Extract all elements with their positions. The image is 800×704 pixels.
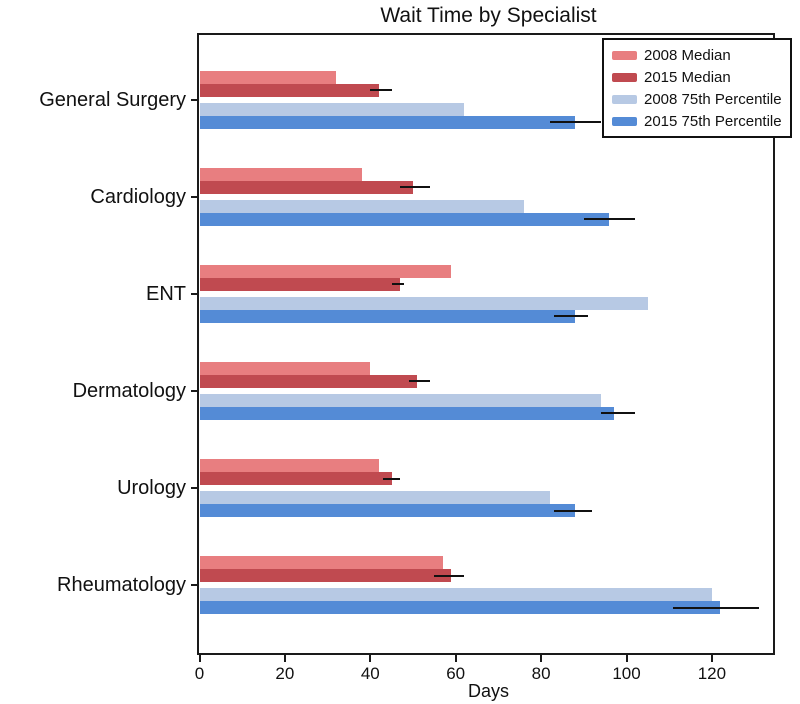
bar-2008-median xyxy=(199,361,371,375)
x-tick-mark xyxy=(710,655,713,662)
x-tick-label: 80 xyxy=(531,664,551,683)
y-category-label: Rheumatology xyxy=(57,574,186,597)
error-bar xyxy=(408,380,431,383)
bar-2015-median xyxy=(199,374,418,388)
x-axis-label: Days xyxy=(467,681,509,701)
bar-2015-median xyxy=(199,569,452,583)
x-tick-label: 40 xyxy=(360,664,380,683)
error-bar xyxy=(553,315,589,318)
y-category-label: General Surgery xyxy=(39,88,186,111)
error-bar xyxy=(434,574,465,577)
x-tick-mark xyxy=(369,655,372,662)
legend-row: 2015 75th Percentile xyxy=(612,110,784,132)
x-tick-mark xyxy=(625,655,628,662)
legend-swatch-icon xyxy=(612,94,637,104)
error-bar xyxy=(553,509,593,512)
y-category-label: Cardiology xyxy=(90,185,186,208)
legend-label: 2015 Median xyxy=(644,68,731,86)
bar-2008-75th-percentile xyxy=(199,102,465,116)
y-tick-mark xyxy=(191,195,197,198)
chart-title: Wait Time by Specialist xyxy=(380,4,597,27)
bar-2015-75th-percentile xyxy=(199,504,576,518)
error-bar xyxy=(600,412,636,415)
y-tick-mark xyxy=(191,98,197,101)
bar-2008-median xyxy=(199,264,452,278)
x-tick-label: 120 xyxy=(697,664,727,683)
legend-label: 2015 75th Percentile xyxy=(644,112,782,130)
error-bar xyxy=(583,218,636,221)
bar-2015-median xyxy=(199,180,413,194)
x-tick-label: 60 xyxy=(446,664,466,683)
legend-swatch-icon xyxy=(612,50,637,60)
y-tick-mark xyxy=(191,487,197,490)
bar-2008-75th-percentile xyxy=(199,296,648,310)
y-tick-mark xyxy=(191,584,197,587)
y-tick-mark xyxy=(191,389,197,392)
bar-2008-median xyxy=(199,556,443,570)
error-bar xyxy=(383,477,401,480)
bar-2015-median xyxy=(199,83,379,97)
x-tick-mark xyxy=(283,655,286,662)
legend-label: 2008 75th Percentile xyxy=(644,90,782,108)
legend: 2008 Median 2015 Median 2008 75th Percenti… xyxy=(602,38,792,138)
legend-row: 2008 Median xyxy=(612,44,784,66)
bar-2008-75th-percentile xyxy=(199,199,525,213)
legend-swatch-icon xyxy=(612,116,637,126)
error-bar xyxy=(400,186,431,189)
error-bar xyxy=(673,606,759,609)
x-tick-mark xyxy=(198,655,201,662)
bar-2015-75th-percentile xyxy=(199,212,610,226)
bar-2008-75th-percentile xyxy=(199,393,601,407)
x-tick-mark xyxy=(454,655,457,662)
bar-2015-median xyxy=(199,472,392,486)
error-bar xyxy=(549,121,601,123)
bar-2008-median xyxy=(199,167,362,181)
bar-2008-median xyxy=(199,70,337,84)
x-tick-label: 100 xyxy=(612,664,641,683)
bar-2015-75th-percentile xyxy=(199,115,576,129)
bar-2008-75th-percentile xyxy=(199,491,550,505)
bar-2008-median xyxy=(199,459,379,473)
legend-label: 2008 Median xyxy=(644,46,731,64)
y-category-label: Urology xyxy=(117,477,186,500)
bar-2015-median xyxy=(199,277,401,291)
y-tick-mark xyxy=(191,292,197,295)
bar-2015-75th-percentile xyxy=(199,601,721,615)
x-tick-label: 20 xyxy=(275,664,295,683)
legend-row: 2015 Median xyxy=(612,66,784,88)
error-bar xyxy=(370,89,392,91)
y-category-label: Dermatology xyxy=(72,379,186,402)
bar-2008-75th-percentile xyxy=(199,588,712,602)
x-tick-mark xyxy=(540,655,543,662)
y-category-label: ENT xyxy=(146,282,186,305)
x-tick-label: 0 xyxy=(194,664,205,683)
error-bar xyxy=(391,283,405,286)
bar-2015-75th-percentile xyxy=(199,406,614,420)
bar-2015-75th-percentile xyxy=(199,309,576,323)
legend-row: 2008 75th Percentile xyxy=(612,88,784,110)
legend-swatch-icon xyxy=(612,72,637,82)
